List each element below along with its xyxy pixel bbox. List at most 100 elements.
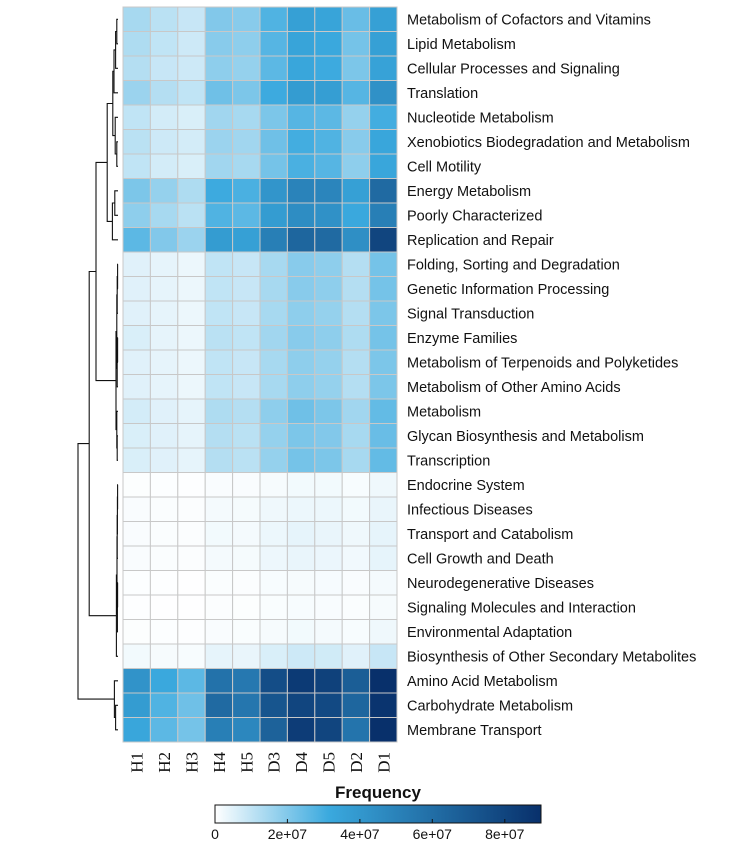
heatmap-cell (204, 717, 234, 743)
heatmap-cell (149, 594, 179, 620)
heatmap-cell (286, 300, 316, 326)
heatmap-cell (369, 300, 398, 326)
heatmap-cell (286, 374, 316, 400)
heatmap-cell (341, 31, 371, 57)
heatmap-cell (177, 668, 206, 694)
heatmap-cell (314, 374, 343, 400)
row-label: Cellular Processes and Signaling (407, 61, 620, 77)
heatmap-cell (149, 545, 179, 571)
heatmap-cell (232, 692, 261, 718)
heatmap-cell (177, 153, 206, 179)
heatmap-cell (122, 398, 151, 424)
heatmap-cell (341, 717, 371, 743)
heatmap-cell (369, 6, 398, 32)
heatmap-cell (286, 643, 316, 669)
heatmap-cell (314, 717, 343, 743)
heatmap-cell (341, 178, 371, 204)
heatmap-cell (122, 447, 151, 473)
heatmap-cell (122, 31, 151, 57)
heatmap-cell (177, 178, 206, 204)
heatmap-cell (369, 570, 398, 596)
heatmap-cell (149, 423, 179, 449)
heatmap-cell (122, 104, 151, 130)
heatmap-cell (286, 570, 316, 596)
legend-tick-label: 0 (211, 826, 219, 842)
heatmap-cell (286, 594, 316, 620)
heatmap-cell (122, 594, 151, 620)
heatmap-cell (177, 447, 206, 473)
heatmap-cell (341, 521, 371, 547)
heatmap-cell (369, 545, 398, 571)
heatmap-cells (122, 6, 398, 743)
column-label: D2 (347, 752, 366, 773)
heatmap-cell (369, 472, 398, 498)
heatmap-cell (232, 349, 261, 375)
heatmap-cell (286, 619, 316, 645)
heatmap-cell (369, 104, 398, 130)
heatmap-cell (177, 594, 206, 620)
heatmap-cell (314, 692, 343, 718)
heatmap-cell (204, 570, 234, 596)
heatmap-cell (341, 251, 371, 277)
heatmap-cell (122, 423, 151, 449)
heatmap-cell (286, 349, 316, 375)
heatmap-cell (149, 325, 179, 351)
legend-tick-label: 2e+07 (268, 826, 308, 842)
heatmap-cell (177, 300, 206, 326)
heatmap-cell (286, 202, 316, 228)
heatmap-cell (259, 227, 288, 253)
heatmap-cell (232, 80, 261, 106)
heatmap-cell (341, 227, 371, 253)
heatmap-cell (204, 398, 234, 424)
heatmap-cell (259, 300, 288, 326)
heatmap-cell (232, 472, 261, 498)
heatmap-cell (232, 398, 261, 424)
heatmap-cell (122, 472, 151, 498)
heatmap-cell (204, 300, 234, 326)
row-label: Metabolism of Cofactors and Vitamins (407, 12, 651, 28)
heatmap-cell (259, 472, 288, 498)
row-label: Cell Growth and Death (407, 551, 554, 567)
heatmap-cell (204, 594, 234, 620)
heatmap-cell (369, 227, 398, 253)
heatmap-cell (286, 545, 316, 571)
row-label: Signal Transduction (407, 306, 534, 322)
heatmap-cell (122, 6, 151, 32)
heatmap-cell (177, 55, 206, 81)
heatmap-cell (369, 619, 398, 645)
legend-color-bar (214, 804, 542, 824)
heatmap-cell (232, 276, 261, 302)
row-label: Transcription (407, 453, 490, 469)
heatmap-cell (149, 178, 179, 204)
heatmap-cell (204, 423, 234, 449)
heatmap-cell (232, 619, 261, 645)
heatmap-cell (259, 545, 288, 571)
heatmap-border (122, 6, 398, 743)
heatmap-cell (149, 349, 179, 375)
heatmap-cell (204, 619, 234, 645)
heatmap-cell (259, 104, 288, 130)
heatmap-cell (122, 717, 151, 743)
heatmap-cell (149, 276, 179, 302)
row-label: Translation (407, 86, 478, 102)
row-label: Energy Metabolism (407, 184, 531, 200)
row-labels: Metabolism of Cofactors and Vitamins Lipi… (407, 12, 696, 738)
row-label: Metabolism of Other Amino Acids (407, 380, 621, 396)
heatmap-cell (204, 349, 234, 375)
heatmap-cell (259, 570, 288, 596)
dendrogram-branch (115, 704, 118, 731)
heatmap-cell (286, 227, 316, 253)
heatmap-cell (259, 423, 288, 449)
heatmap-cell (177, 398, 206, 424)
heatmap-cell (204, 129, 234, 155)
heatmap-cell (204, 692, 234, 718)
heatmap-cell (232, 643, 261, 669)
heatmap-cell (232, 496, 261, 522)
heatmap-cell (341, 472, 371, 498)
heatmap-cell (177, 570, 206, 596)
heatmap-cell (259, 153, 288, 179)
column-label: D1 (374, 752, 393, 773)
heatmap-cell (204, 668, 234, 694)
column-label: D4 (292, 752, 311, 773)
row-label: Glycan Biosynthesis and Metabolism (407, 429, 644, 445)
